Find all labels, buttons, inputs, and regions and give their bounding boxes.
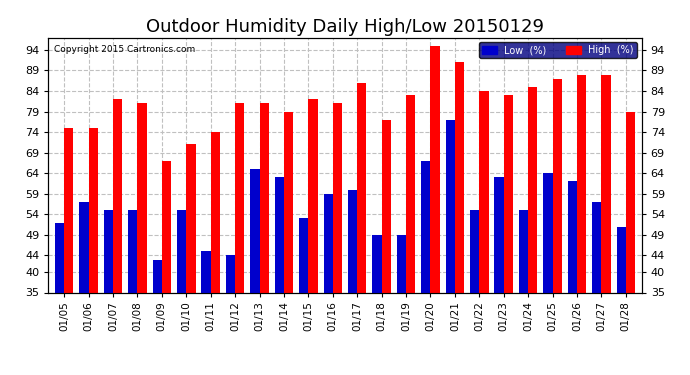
Bar [333, 103, 342, 292]
Bar [602, 75, 611, 292]
Bar [421, 161, 431, 292]
Bar [406, 95, 415, 292]
Legend: Low  (%), High  (%): Low (%), High (%) [479, 42, 637, 58]
Bar [431, 46, 440, 292]
Text: Copyright 2015 Cartronics.com: Copyright 2015 Cartronics.com [55, 45, 195, 54]
Bar [275, 177, 284, 292]
Bar [324, 194, 333, 292]
Bar [577, 75, 586, 292]
Bar [177, 210, 186, 292]
Bar [79, 202, 88, 292]
Bar [382, 120, 391, 292]
Bar [162, 161, 171, 292]
Title: Outdoor Humidity Daily High/Low 20150129: Outdoor Humidity Daily High/Low 20150129 [146, 18, 544, 36]
Bar [480, 91, 489, 292]
Bar [397, 235, 406, 292]
Bar [210, 132, 220, 292]
Bar [553, 79, 562, 292]
Bar [104, 210, 113, 292]
Bar [308, 99, 317, 292]
Bar [226, 255, 235, 292]
Bar [455, 62, 464, 292]
Bar [504, 95, 513, 292]
Bar [186, 144, 195, 292]
Bar [543, 173, 553, 292]
Bar [113, 99, 122, 292]
Bar [495, 177, 504, 292]
Bar [568, 182, 577, 292]
Bar [64, 128, 73, 292]
Bar [373, 235, 382, 292]
Bar [626, 111, 635, 292]
Bar [446, 120, 455, 292]
Bar [88, 128, 98, 292]
Bar [250, 169, 259, 292]
Bar [470, 210, 480, 292]
Bar [201, 251, 210, 292]
Bar [137, 103, 147, 292]
Bar [259, 103, 269, 292]
Bar [528, 87, 538, 292]
Bar [357, 83, 366, 292]
Bar [284, 111, 293, 292]
Bar [592, 202, 602, 292]
Bar [235, 103, 244, 292]
Bar [519, 210, 528, 292]
Bar [128, 210, 137, 292]
Bar [55, 223, 64, 292]
Bar [617, 227, 626, 292]
Bar [348, 190, 357, 292]
Bar [152, 260, 162, 292]
Bar [299, 219, 308, 292]
